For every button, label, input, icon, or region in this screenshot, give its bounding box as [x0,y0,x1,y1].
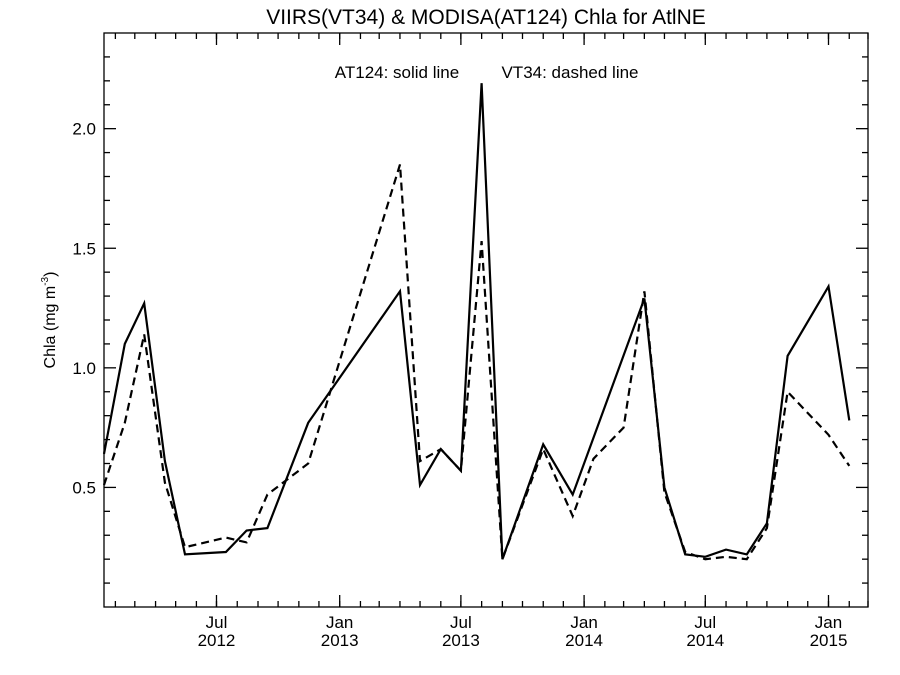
series-line-vt34 [102,164,851,561]
x-tick-month: Jan [815,613,842,632]
x-tick-month: Jul [206,613,228,632]
tick-marks [104,33,869,607]
tick-labels: 0.51.01.52.0Jul2012Jan2013Jul2013Jan2014… [72,120,847,650]
series-line-at124 [102,83,851,560]
series-layer [102,83,851,561]
y-axis-label-superscript: -3 [40,276,51,285]
y-tick-label: 0.5 [72,478,96,497]
chart-title: VIIRS(VT34) & MODISA(AT124) Chla for Atl… [266,6,706,29]
x-tick-month: Jan [570,613,597,632]
x-tick-year: 2014 [686,631,724,650]
y-tick-label: 2.0 [72,120,96,139]
x-tick-year: 2012 [198,631,236,650]
x-tick-month: Jul [450,613,472,632]
annotation-dashed: VT34: dashed line [501,63,638,82]
x-tick-year: 2013 [321,631,359,650]
x-tick-month: Jan [326,613,353,632]
x-tick-year: 2014 [565,631,603,650]
y-tick-label: 1.0 [72,359,96,378]
x-tick-year: 2015 [810,631,848,650]
y-axis-label: Chla (mg m-3) [40,272,59,369]
x-tick-year: 2013 [442,631,480,650]
annotation-solid: AT124: solid line [335,63,459,82]
x-tick-month: Jul [694,613,716,632]
y-tick-label: 1.5 [72,239,96,258]
